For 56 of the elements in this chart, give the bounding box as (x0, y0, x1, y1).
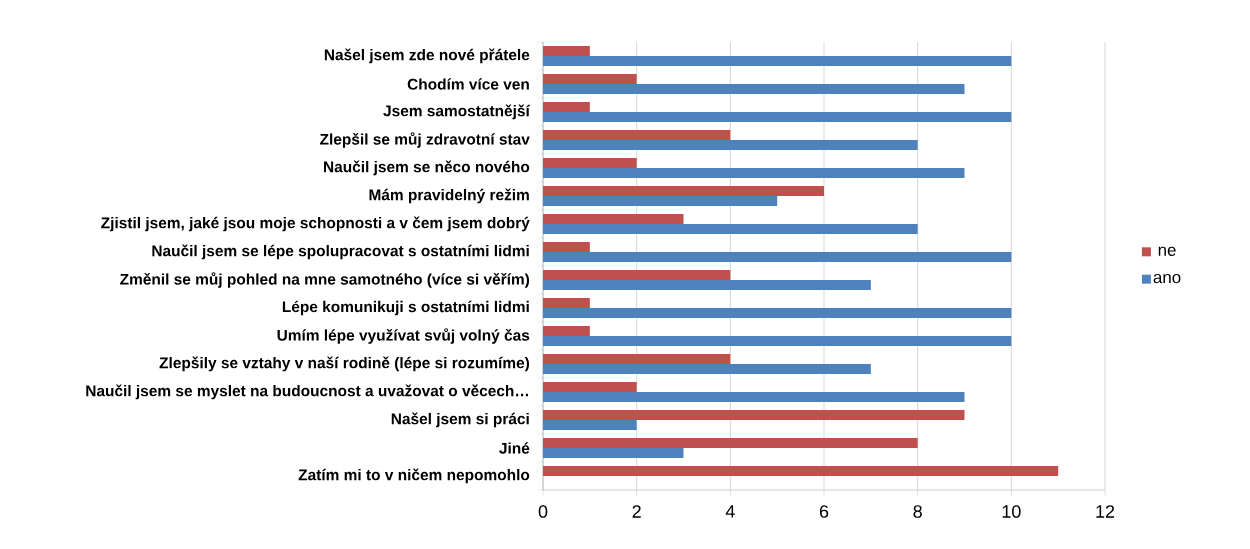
y-tick-label: Zjistil jsem, jaké jsou moje schopnosti a v čem jsem dobrý (101, 216, 530, 232)
x-tick-label: 2 (632, 505, 641, 518)
y-tick-label: Naučil jsem se něco nového (324, 160, 530, 176)
x-tick-label: 12 (1096, 505, 1115, 518)
y-tick-label: Změnil se můj pohled na mne samotného (více si věřím) (120, 272, 530, 288)
y-tick-label: Mám pravidelný režim (369, 188, 529, 204)
bar (543, 279, 871, 290)
y-tick-label: Našel jsem si práci (391, 412, 529, 428)
y-tick-label: Jsem samostatnější (383, 104, 531, 120)
y-tick-label: Zlepšily se vztahy v naší rodině (lépe si rozumíme) (159, 356, 530, 372)
y-tick-label: Zlepšil se můj zdravotní stav (320, 132, 530, 148)
bar (543, 363, 871, 374)
x-tick-label: 8 (913, 505, 922, 518)
bar (543, 381, 637, 392)
bar (543, 353, 731, 364)
bar (543, 157, 637, 168)
x-tick-label: 10 (1002, 505, 1021, 518)
bar (543, 391, 965, 402)
y-tick-label: Jiné (499, 442, 530, 454)
bar (543, 167, 965, 178)
bar (543, 195, 778, 206)
y-tick-label: Chodím více ven (407, 78, 529, 90)
bar (543, 335, 1012, 346)
x-tick-label: 0 (538, 505, 548, 518)
legend-label: ano (1153, 273, 1181, 284)
y-tick-label: Zatím mi to v ničem nepomohlo (298, 468, 530, 484)
bar (543, 185, 825, 196)
bar (543, 223, 918, 234)
bar (543, 111, 1012, 122)
bar (543, 241, 590, 252)
bar (543, 465, 1059, 476)
bar (543, 297, 590, 308)
bar (543, 419, 637, 430)
bar (543, 437, 918, 448)
bar (543, 55, 1012, 66)
bar (543, 83, 965, 94)
y-tick-label: Naučil jsem se lépe spolupracovat s ostatními lidmi (152, 244, 529, 260)
bar (543, 251, 1012, 262)
bar (543, 269, 731, 280)
bar (543, 139, 918, 150)
x-tick-label: 6 (819, 505, 829, 518)
y-tick-label: Umím lépe využívat svůj volný čas (277, 328, 530, 344)
legend-label: ne (1158, 246, 1176, 256)
bar (543, 45, 590, 56)
bar (543, 307, 1012, 318)
bar (543, 101, 590, 112)
bar (543, 213, 684, 224)
x-tick-label: 4 (725, 505, 735, 518)
bar (543, 409, 965, 420)
bar (543, 447, 684, 458)
bar (543, 325, 590, 336)
y-tick-label: Naučil jsem se myslet na budoucnost a uvažovat o věcech… (86, 384, 529, 400)
y-tick-label: Lépe komunikuji s ostatními lidmi (282, 300, 529, 316)
bar (543, 129, 731, 140)
y-tick-label: Našel jsem zde nové přátele (324, 48, 530, 64)
bar (543, 73, 637, 84)
